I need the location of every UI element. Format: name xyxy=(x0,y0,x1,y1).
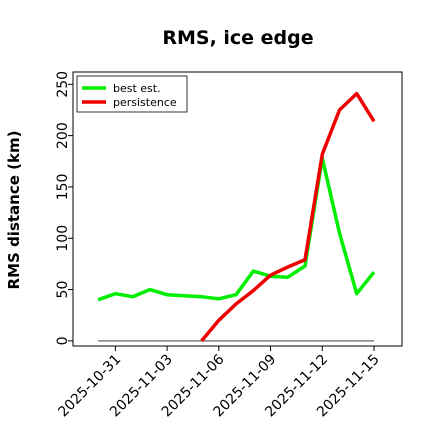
legend-label-1: persistence xyxy=(113,96,177,109)
series-layer xyxy=(97,91,376,343)
series-line-0 xyxy=(97,156,376,302)
legend-label-0: best est. xyxy=(113,82,161,95)
legend: best est.persistence xyxy=(76,75,188,113)
y-tick-label: 150 xyxy=(55,174,71,201)
plot-frame xyxy=(72,71,403,347)
y-tick-label: 250 xyxy=(55,71,71,98)
y-tick-label: 100 xyxy=(55,225,71,252)
y-axis-label: RMS distance (km) xyxy=(5,131,23,290)
y-tick-label: 0 xyxy=(55,336,71,345)
legend-box xyxy=(76,75,188,113)
chart-title: RMS, ice edge xyxy=(162,27,313,49)
series-line-1 xyxy=(200,91,376,343)
y-tick-label: 200 xyxy=(55,122,71,149)
y-tick-label: 50 xyxy=(55,281,71,299)
